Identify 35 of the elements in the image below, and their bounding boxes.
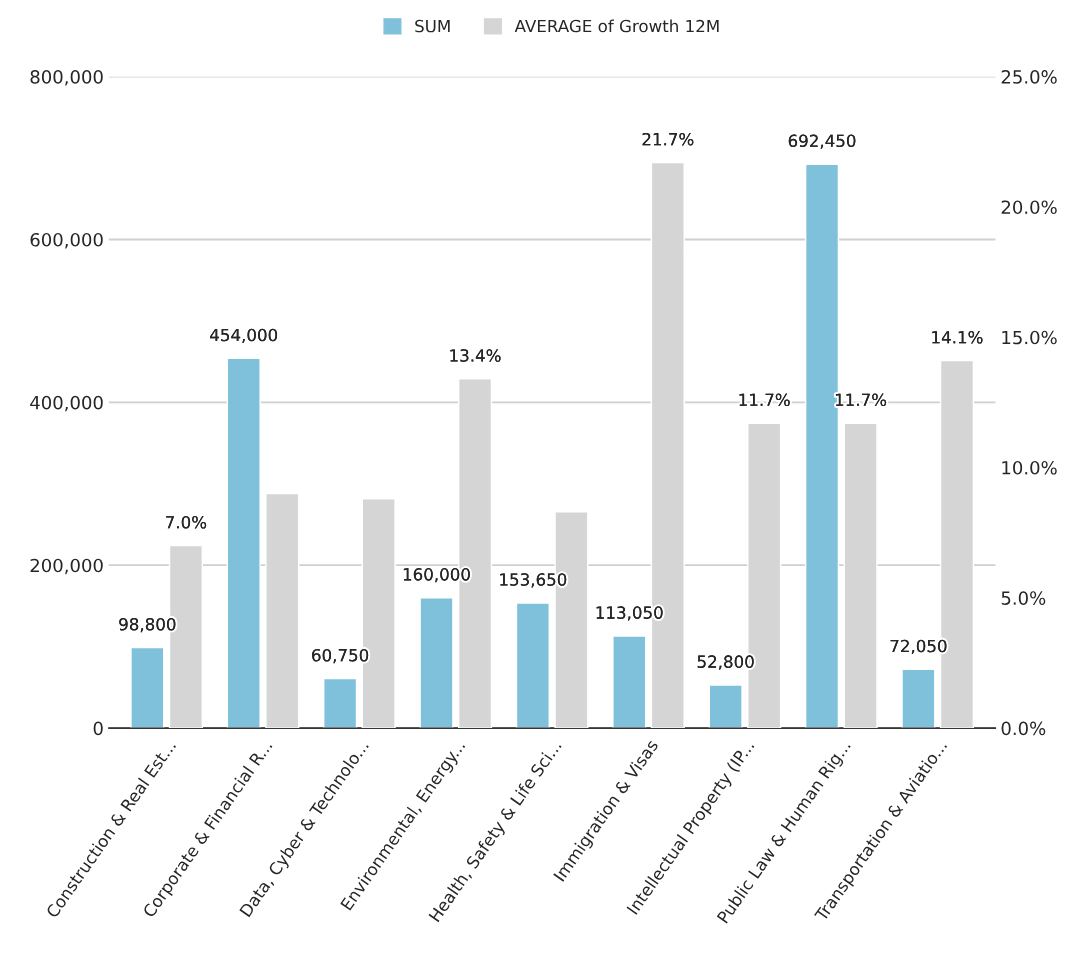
bar <box>130 646 165 729</box>
y2-tick-label: 5.0% <box>1001 591 1046 605</box>
y2-tick-label: 25.0% <box>1001 70 1057 84</box>
data-label: 21.7% <box>642 132 694 146</box>
data-label: 153,650 <box>500 573 567 588</box>
y2-tick-label: 15.0% <box>1002 330 1057 345</box>
bar <box>612 635 647 729</box>
data-label: 113,050 <box>596 606 663 621</box>
data-label: 60,750 <box>312 648 369 664</box>
y-tick-label: 400,000 <box>30 395 103 412</box>
data-label: 454,000 <box>210 328 278 343</box>
bar <box>419 597 454 729</box>
bar <box>901 668 936 729</box>
data-label: 13.4% <box>450 349 501 362</box>
y2-tick-label: 10.0% <box>1002 460 1057 475</box>
y-tick-label: 600,000 <box>30 232 103 249</box>
data-label: 160,000 <box>403 568 470 583</box>
data-label: 7.0% <box>166 515 207 529</box>
legend-label: AVERAGE of Growth 12M <box>514 19 719 33</box>
data-label: 692,450 <box>788 134 856 149</box>
y-tick-label: 200,000 <box>30 558 103 575</box>
y-tick-label: 800,000 <box>30 70 103 86</box>
legend-label: SUM <box>415 19 450 33</box>
bar <box>708 684 743 729</box>
bar <box>323 677 358 729</box>
data-label: 11.7% <box>739 393 790 407</box>
bar <box>226 357 261 729</box>
y2-tick-label: 20.0% <box>1001 200 1057 215</box>
data-label: 72,050 <box>890 639 947 654</box>
data-label: 98,800 <box>119 617 176 633</box>
y2-tick-label: 0.0% <box>1001 721 1046 736</box>
y-tick-label: 0 <box>93 721 103 736</box>
data-label: 52,800 <box>697 655 754 670</box>
bar <box>515 602 550 729</box>
data-label: 14.1% <box>932 330 983 344</box>
